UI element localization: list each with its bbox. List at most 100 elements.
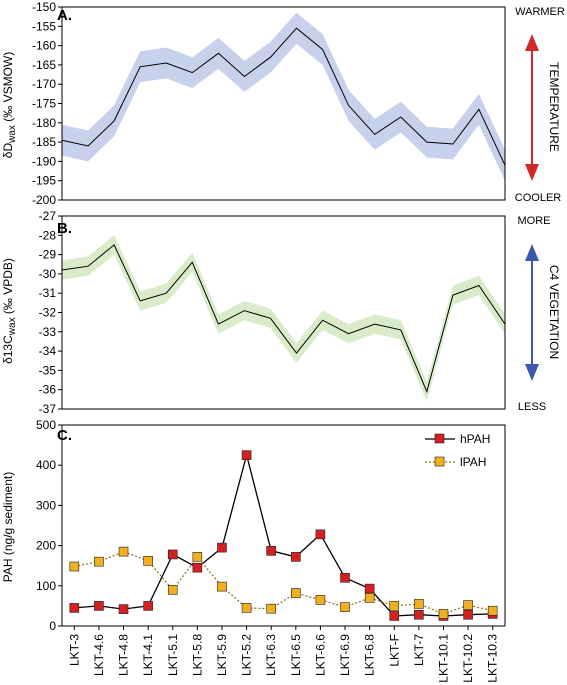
- legend-hpah-marker: [434, 433, 445, 444]
- x-tick-label: LKT-6.8: [363, 634, 377, 676]
- y-tick-label: -155: [32, 19, 56, 33]
- y-tick-label: 300: [36, 498, 56, 512]
- x-tick-label: LKT-5.1: [166, 634, 180, 676]
- lpah-point: [340, 602, 350, 612]
- legend-lpah-marker: [434, 456, 445, 467]
- lpah-point: [217, 581, 227, 592]
- legend-hpah-label: hPAH: [460, 432, 490, 446]
- panel-c-y-axis-label: PAH (ng/g sediment): [1, 472, 15, 583]
- lpah-point: [167, 585, 178, 595]
- panel-a-y-ticks: -150 -155 -160 -165 -170 -175 -180 -185 -190 -195…: [32, 0, 62, 207]
- warmer-label: WARMER: [515, 6, 565, 18]
- x-tick-label: LKT-4.1: [141, 634, 155, 676]
- hpah-point: [266, 546, 276, 556]
- panel-a-uncertainty-band: [62, 12, 505, 181]
- hpah-series-line: [74, 452, 493, 617]
- panel-c-label: C.: [57, 427, 72, 444]
- hpah-point: [340, 572, 350, 583]
- x-tick-label: LKT-5.2: [240, 634, 254, 676]
- y-tick-label: 500: [36, 418, 56, 432]
- x-tick-label: LKT-10.1: [436, 634, 450, 683]
- less-label: LESS: [518, 401, 546, 413]
- y-tick-label: 400: [36, 458, 56, 472]
- panel-b-vegetation: -27 -28 -29 -30 -31 -32 -33 -34 -35 -36 -37 B. δ13…: [1, 209, 561, 416]
- panel-c-frame: [61, 424, 506, 627]
- panel-c-legend: hPAH lPAH: [425, 432, 490, 469]
- y-tick-label: -32: [39, 306, 57, 320]
- y-tick-label: -36: [39, 383, 57, 397]
- hpah-point: [414, 609, 424, 620]
- cooler-label: COOLER: [515, 192, 562, 204]
- y-tick-label: -165: [32, 58, 56, 72]
- x-tick-label: LKT-6.6: [313, 634, 327, 676]
- temperature-arrow-down-head: [525, 164, 539, 181]
- vegetation-arrow-up-head: [525, 244, 539, 261]
- panel-a-y-axis-label: δDwax (‰ VSMOW): [1, 52, 18, 158]
- panel-b-uncertainty-band: [62, 235, 505, 402]
- panel-b-frame: [61, 215, 506, 410]
- y-tick-label: -37: [39, 402, 57, 416]
- x-tick-label: LKT-4.6: [92, 634, 106, 676]
- lpah-point: [389, 601, 400, 611]
- y-tick-label: -35: [39, 363, 57, 377]
- hpah-point: [315, 529, 326, 540]
- x-tick-label: LKT-F: [387, 634, 401, 667]
- panel-a-series-line: [61, 27, 506, 166]
- temperature-indicator: WARMER COOLER TEMPERATURE: [515, 6, 565, 204]
- x-tick-label: LKT-6.3: [264, 634, 278, 676]
- more-label: MORE: [518, 215, 551, 227]
- legend-lpah-label: lPAH: [460, 455, 486, 469]
- hpah-point: [463, 609, 473, 620]
- y-tick-label: -28: [39, 228, 57, 242]
- lpah-point: [438, 609, 449, 619]
- x-tick-label: LKT-6.9: [338, 634, 352, 676]
- x-tick-label: LKT-10.2: [461, 634, 475, 683]
- lpah-point: [364, 593, 375, 603]
- x-tick-label: LKT-5.8: [190, 634, 204, 676]
- hpah-point: [143, 601, 153, 611]
- x-tick-label: LKT-5.9: [215, 634, 229, 676]
- lpah-point: [414, 599, 424, 609]
- x-tick-label: LKT-3: [67, 634, 81, 666]
- c4-vegetation-label: C4 VEGETATION: [547, 265, 561, 359]
- lpah-point: [315, 595, 326, 605]
- y-tick-label: -150: [32, 0, 56, 14]
- hpah-markers: [69, 450, 498, 621]
- hpah-point: [217, 542, 227, 553]
- y-tick-label: -30: [39, 267, 57, 281]
- y-tick-label: -175: [32, 97, 56, 111]
- x-tick-label: LKT-10.3: [486, 634, 500, 683]
- lpah-point: [69, 561, 80, 572]
- lpah-point: [291, 588, 301, 598]
- lpah-point: [266, 603, 276, 614]
- x-tick-label: LKT-6.5: [289, 634, 303, 676]
- hpah-point: [241, 450, 252, 460]
- panel-b-label: B.: [57, 220, 72, 237]
- hpah-point: [69, 603, 80, 613]
- panel-a-temperature: -150 -155 -160 -165 -170 -175 -180 -185 -190 -195…: [1, 0, 565, 207]
- lpah-series-line: [74, 550, 493, 615]
- y-tick-label: -160: [32, 39, 56, 53]
- y-tick-label: -34: [39, 344, 57, 358]
- temperature-arrow-up-head: [525, 34, 539, 51]
- lpah-point: [94, 556, 104, 567]
- panel-b-y-axis-label: δ13Cwax (‰ VPDB): [1, 258, 18, 364]
- vegetation-indicator: MORE LESS C4 VEGETATION: [518, 215, 562, 413]
- y-tick-label: 200: [36, 539, 56, 553]
- x-tick-label: LKT-4.8: [117, 634, 131, 676]
- panel-a-label: A.: [57, 7, 72, 24]
- y-tick-label: -170: [32, 77, 56, 91]
- hpah-point: [291, 552, 301, 562]
- lpah-markers: [69, 546, 498, 619]
- hpah-point: [364, 583, 375, 594]
- y-tick-label: -29: [39, 248, 57, 262]
- lpah-point: [241, 603, 252, 613]
- y-tick-label: -33: [39, 325, 57, 339]
- lpah-point: [143, 556, 153, 566]
- panel-b-y-ticks: -27 -28 -29 -30 -31 -32 -33 -34 -35 -36 -37: [39, 209, 62, 416]
- y-tick-label: -190: [32, 154, 56, 168]
- lpah-point: [192, 552, 203, 562]
- hpah-point: [94, 601, 104, 611]
